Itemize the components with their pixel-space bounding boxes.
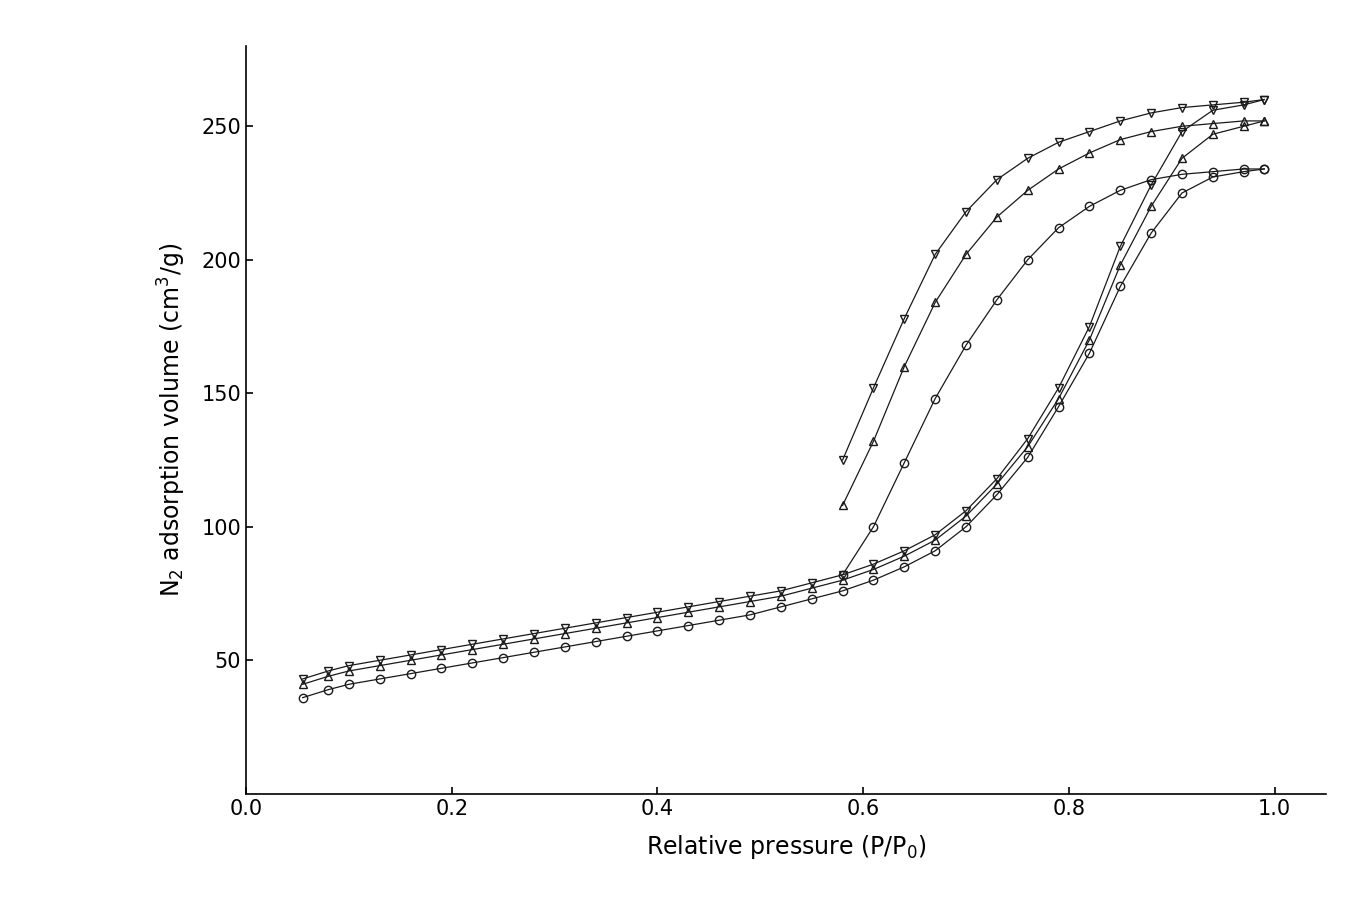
X-axis label: Relative pressure (P/P$_0$): Relative pressure (P/P$_0$) [645,833,927,860]
Y-axis label: N$_2$ adsorption volume (cm$^3$/g): N$_2$ adsorption volume (cm$^3$/g) [156,243,187,597]
